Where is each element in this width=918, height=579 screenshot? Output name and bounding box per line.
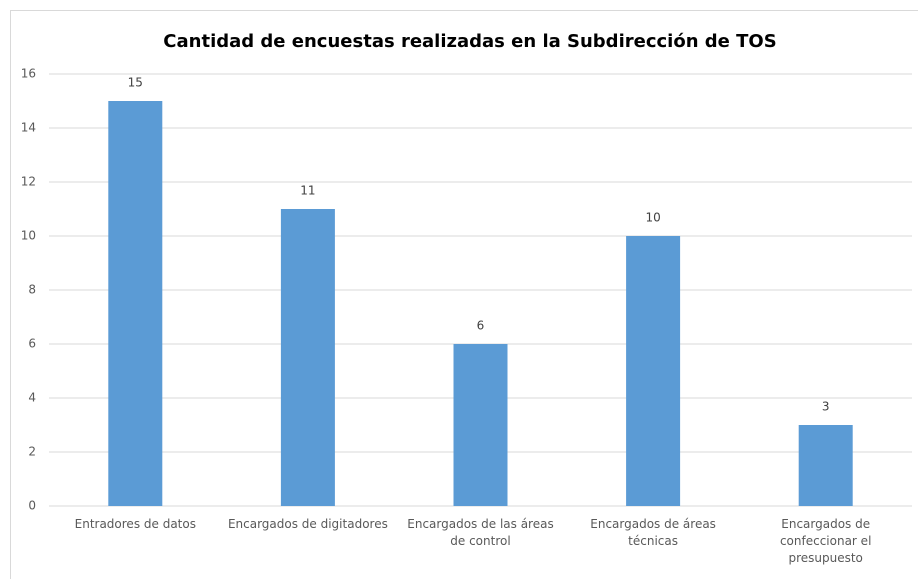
data-label: 10 — [645, 211, 660, 225]
x-tick-label: Encargados de áreas técnicas — [590, 517, 716, 548]
y-tick-label: 12 — [21, 175, 36, 189]
y-tick-label: 6 — [28, 337, 36, 351]
chart-title: Cantidad de encuestas realizadas en la S… — [163, 31, 776, 52]
y-tick-label: 0 — [28, 499, 36, 513]
y-tick-label: 4 — [28, 391, 36, 405]
y-tick-label: 8 — [28, 283, 36, 297]
y-tick-label: 14 — [21, 121, 36, 135]
data-label: 6 — [477, 319, 485, 333]
y-tick-label: 10 — [21, 229, 36, 243]
x-tick-label: Encargados de confeccionar el presupuest… — [779, 517, 872, 565]
bar — [453, 344, 508, 506]
bar — [798, 425, 853, 506]
x-tick-label: Encargados de las áreas de control — [407, 517, 554, 548]
bar — [108, 101, 163, 506]
y-tick-label: 2 — [28, 445, 36, 459]
bar — [626, 236, 681, 506]
data-label: 15 — [128, 76, 143, 90]
data-label: 3 — [822, 400, 830, 414]
y-tick-label: 16 — [21, 67, 36, 81]
x-tick-label: Entradores de datos — [74, 517, 196, 531]
chart-border — [10, 10, 918, 579]
bar — [280, 209, 335, 506]
x-tick-label: Encargados de digitadores — [227, 517, 388, 531]
data-label: 11 — [300, 184, 315, 198]
